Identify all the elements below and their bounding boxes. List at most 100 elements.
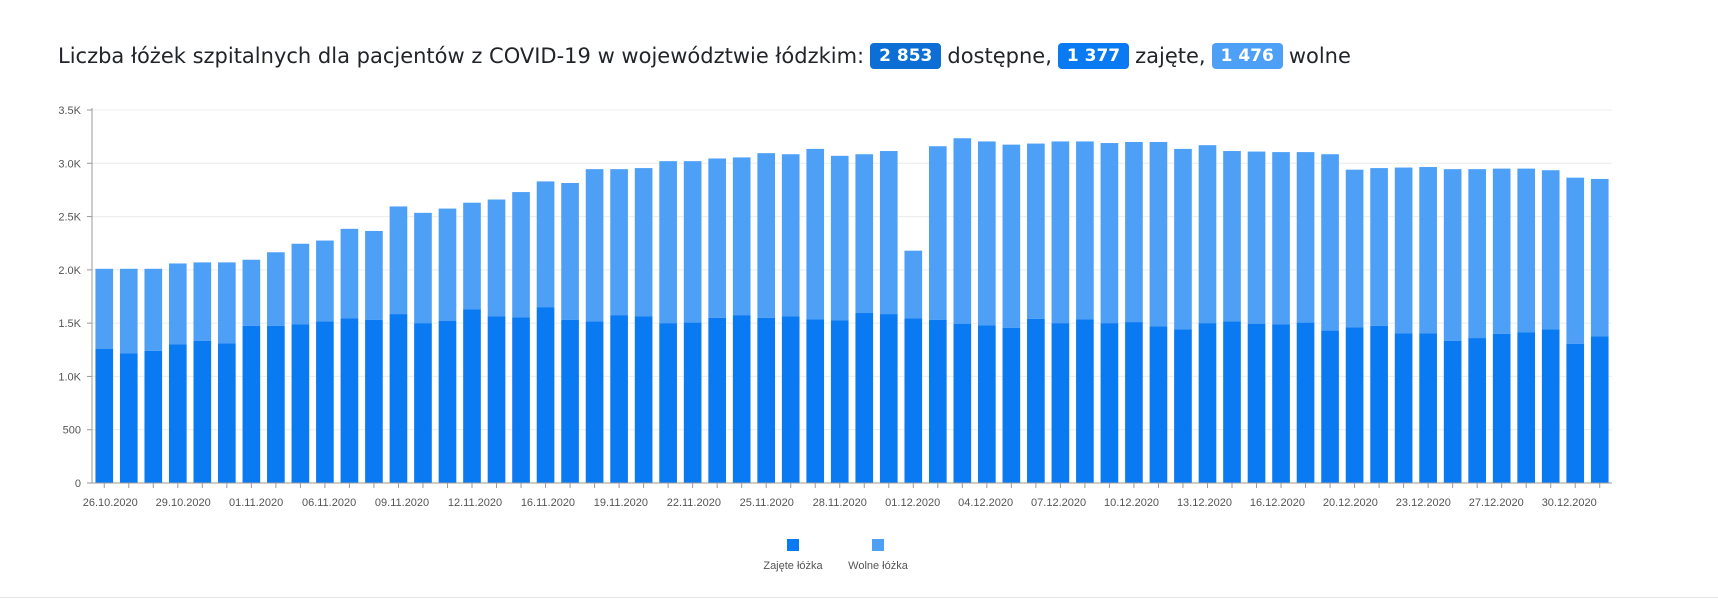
bar-free (1296, 152, 1315, 323)
bar-occupied (659, 323, 677, 483)
x-tick-label: 22.11.2020 (667, 497, 721, 509)
bar-occupied (536, 307, 555, 483)
x-tick-label: 10.12.2020 (1104, 497, 1159, 509)
x-tick-label: 13.12.2020 (1177, 497, 1232, 509)
x-tick-label: 06.11.2020 (302, 497, 356, 509)
bar-free (218, 262, 236, 344)
x-tick-label: 07.12.2020 (1031, 497, 1086, 509)
bar-free (1590, 178, 1609, 337)
title-prefix: Liczba łóżek szpitalnych dla pacjentów z… (58, 44, 865, 68)
bar-free (291, 243, 310, 325)
bar-free (585, 169, 604, 322)
bar-occupied (291, 324, 310, 483)
occupied-badge: 1 377 (1057, 43, 1130, 69)
available-label: dostępne, (947, 44, 1052, 68)
bar-free (119, 268, 138, 354)
bar-free (463, 202, 481, 310)
bar-occupied (95, 348, 114, 483)
bar-occupied (830, 320, 849, 483)
bar-occupied (1541, 329, 1560, 483)
y-tick-label: 1.5K (58, 318, 81, 330)
bar-occupied (340, 318, 359, 483)
bar-free (1198, 145, 1217, 324)
bar-free (438, 208, 457, 322)
bar-occupied (389, 314, 408, 483)
bar-occupied (610, 315, 628, 483)
bar-free (1272, 152, 1290, 325)
bar-free (95, 268, 114, 349)
bar-free (1027, 143, 1045, 319)
x-tick-label: 04.12.2020 (958, 497, 1013, 509)
bar-occupied (168, 344, 187, 483)
bar-occupied (1027, 318, 1045, 483)
occupied-label: zajęte, (1135, 44, 1206, 68)
x-tick-label: 01.12.2020 (885, 497, 940, 509)
bar-free (732, 157, 751, 316)
bar-occupied (316, 321, 334, 483)
bar-free (928, 146, 947, 320)
bar-occupied (1443, 340, 1462, 483)
bar-free (1394, 167, 1413, 334)
bar-occupied (1051, 323, 1070, 483)
bar-occupied (806, 319, 825, 483)
y-tick-label: 2.0K (58, 265, 81, 277)
bottom-divider (0, 597, 1718, 598)
x-tick-label: 01.11.2020 (229, 497, 283, 509)
bar-occupied (978, 325, 996, 483)
bar-free (659, 161, 677, 324)
bar-free (634, 168, 653, 317)
bar-occupied (1100, 323, 1119, 483)
bar-occupied (119, 353, 138, 483)
x-tick-label: 16.12.2020 (1250, 497, 1305, 509)
bar-occupied (953, 323, 972, 483)
bar-occupied (242, 325, 261, 483)
bar-occupied (1492, 333, 1511, 483)
bar-occupied (1345, 327, 1364, 483)
bar-occupied (757, 317, 776, 483)
bar-occupied (365, 319, 383, 483)
x-tick-label: 19.11.2020 (594, 497, 648, 509)
bar-free (683, 161, 702, 323)
bar-occupied (438, 321, 457, 483)
bar-occupied (1321, 330, 1339, 483)
free-badge: 1 476 (1211, 43, 1283, 69)
bar-free (1468, 169, 1486, 339)
bar-free (561, 183, 579, 320)
bar-free (1492, 168, 1511, 334)
bar-free (1345, 169, 1364, 328)
bar-free (830, 155, 849, 321)
bar-free (1566, 177, 1585, 344)
bar-occupied (683, 322, 702, 483)
bar-occupied (879, 314, 898, 483)
bar-free (242, 259, 261, 326)
bar-free (806, 148, 825, 320)
bar-occupied (928, 319, 947, 483)
bar-free (536, 181, 555, 308)
bar-free (168, 263, 187, 345)
bar-occupied (193, 340, 212, 483)
bar-occupied (512, 317, 530, 483)
bar-free (757, 153, 776, 318)
bar-free (904, 250, 923, 319)
bar-free (1125, 141, 1143, 323)
free-label: wolne (1288, 44, 1351, 68)
bar-occupied (1590, 336, 1609, 483)
bar-occupied (1247, 323, 1266, 483)
bar-occupied (144, 350, 163, 483)
bar-free (781, 154, 800, 317)
bar-free (267, 252, 285, 326)
bar-free (144, 268, 163, 351)
y-tick-label: 3.5K (58, 105, 81, 117)
bar-occupied (1174, 329, 1192, 483)
x-tick-label: 25.11.2020 (740, 497, 794, 509)
x-tick-label: 16.11.2020 (521, 497, 575, 509)
bar-occupied (561, 319, 579, 483)
x-tick-label: 27.12.2020 (1469, 497, 1524, 509)
bar-free (414, 212, 432, 324)
legend-swatch (872, 539, 884, 551)
bar-free (978, 141, 996, 326)
x-tick-label: 23.12.2020 (1396, 497, 1451, 509)
y-tick-label: 2.5K (58, 212, 81, 224)
bar-occupied (1394, 333, 1413, 483)
